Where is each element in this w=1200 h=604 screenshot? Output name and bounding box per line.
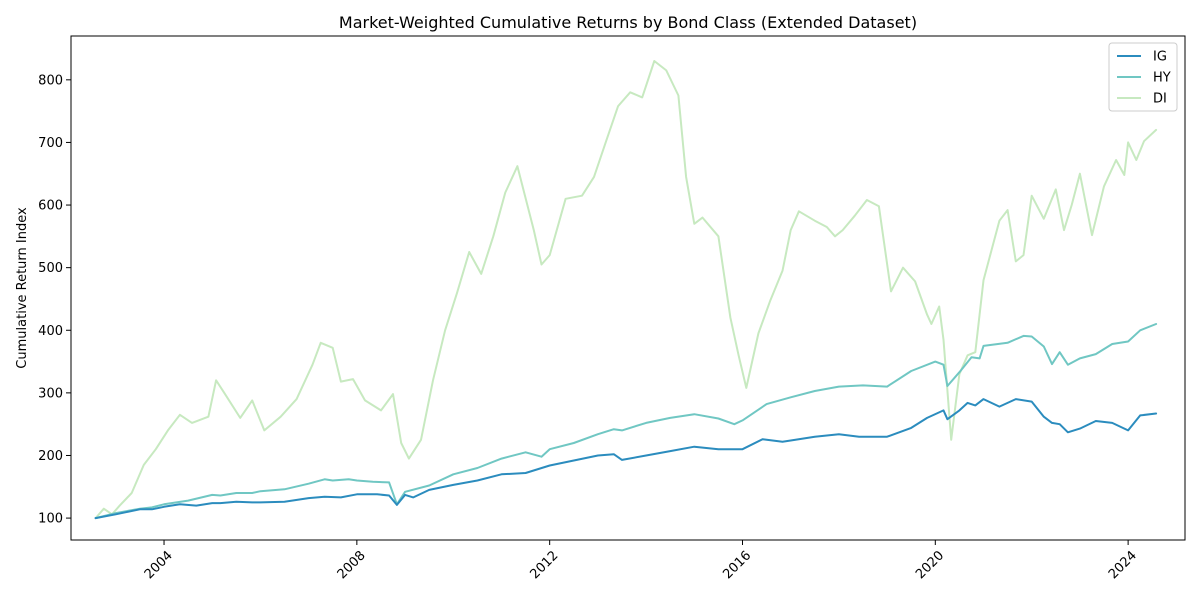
legend-box [1108,42,1178,112]
y-axis-label: Cumulative Return Index [15,207,30,369]
series-line-ig [94,398,1158,520]
y-tick-label: 600 [38,199,63,214]
plot-frame [70,35,1186,541]
y-tick-label: 400 [38,324,63,339]
series-line-di [94,60,1158,520]
y-tick-label: 700 [38,136,63,151]
legend-label-ig: IG [1153,50,1167,65]
x-tick-label: 2008 [335,548,369,582]
x-tick-label: 2020 [913,548,947,582]
series-line-hy [94,323,1158,520]
x-tick-label: 2024 [1106,548,1140,582]
x-tick-label: 2016 [720,548,754,582]
y-tick-label: 300 [38,386,63,401]
legend: IG HY DI [1108,42,1178,112]
y-tick-label: 200 [38,449,63,464]
y-tick-label: 100 [38,512,63,527]
y-tick-label: 800 [38,73,63,88]
plot-area [94,60,1158,520]
legend-label-hy: HY [1153,71,1171,86]
x-tick-label: 2004 [142,548,176,582]
x-tick-label: 2012 [527,548,561,582]
chart-title: Market-Weighted Cumulative Returns by Bo… [339,13,917,32]
y-tick-label: 500 [38,261,63,276]
legend-label-di: DI [1153,92,1167,107]
